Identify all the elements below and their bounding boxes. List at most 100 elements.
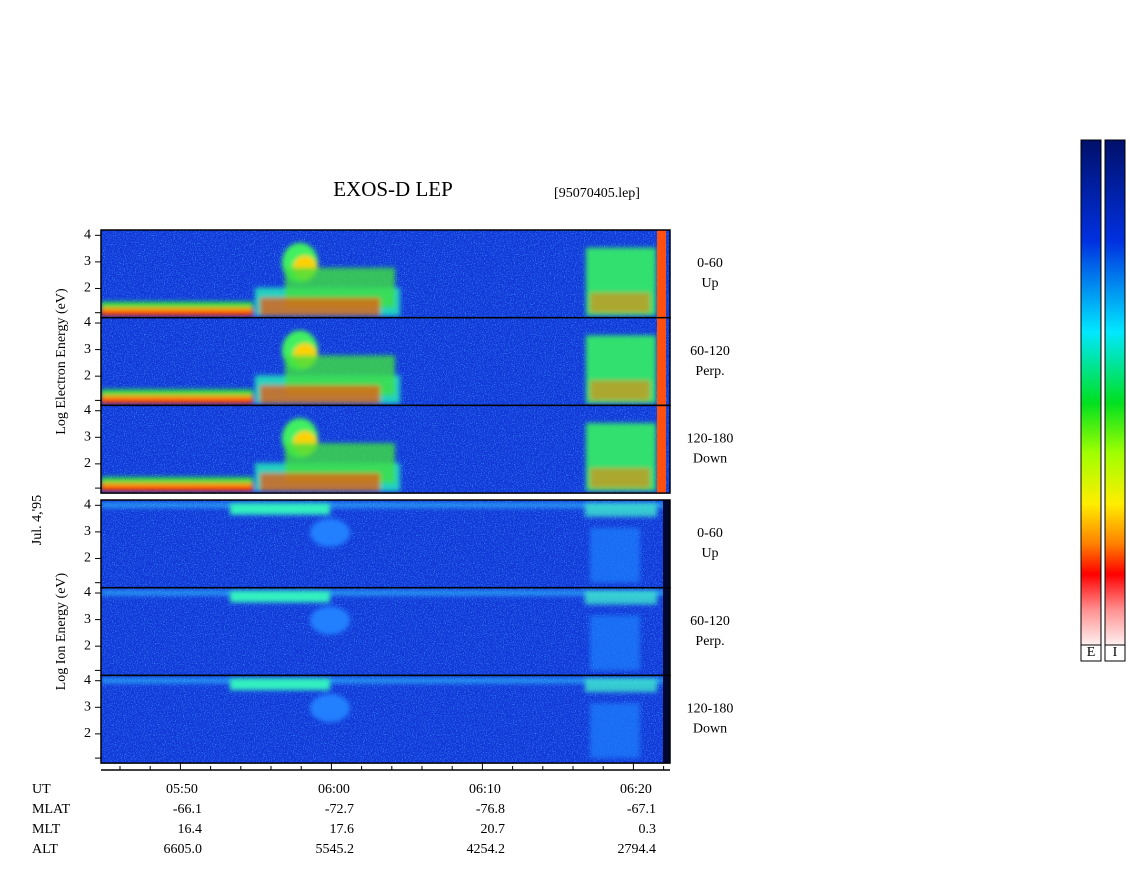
panel-direction: Up xyxy=(701,546,718,561)
row-label: MLT xyxy=(32,822,61,837)
colorbar-label: E xyxy=(1087,645,1096,660)
spectrogram-panel xyxy=(101,675,670,764)
panel-range: 0-60 xyxy=(697,256,723,271)
y-tick-label: 4 xyxy=(84,498,91,513)
spectrogram-panel xyxy=(101,317,670,406)
row-value: 5545.2 xyxy=(316,842,355,857)
row-value: 17.6 xyxy=(330,822,355,837)
colorbar-label-box xyxy=(1104,644,1126,662)
y-tick-label: 4 xyxy=(84,673,91,688)
features xyxy=(101,678,670,759)
feature xyxy=(101,477,253,488)
panel-direction: Up xyxy=(701,276,718,291)
y-tick-label: 2 xyxy=(84,368,91,383)
feature xyxy=(585,678,657,693)
colorbar xyxy=(1080,139,1102,646)
row-value: 4254.2 xyxy=(467,842,506,857)
row-value: 2794.4 xyxy=(618,842,657,857)
feature xyxy=(101,311,253,316)
spectrogram-panel xyxy=(101,230,670,318)
row-value: -76.8 xyxy=(476,802,505,817)
y-tick-label: 3 xyxy=(84,430,91,445)
edge-strip xyxy=(657,317,666,406)
y-tick-label: 4 xyxy=(84,315,91,330)
feature xyxy=(101,307,253,314)
panel-range: 120-180 xyxy=(687,701,734,716)
row-value: 05:50 xyxy=(166,782,198,797)
row-value: 6605.0 xyxy=(164,842,203,857)
panel-range: 0-60 xyxy=(697,526,723,541)
feature xyxy=(101,678,670,684)
feature xyxy=(260,385,380,404)
chart-title: EXOS-D LEP xyxy=(333,177,453,201)
y-tick-label: 3 xyxy=(84,700,91,715)
panel-frame xyxy=(100,674,671,764)
row-label: MLAT xyxy=(32,802,71,817)
spectrogram-panel xyxy=(101,405,670,494)
feature xyxy=(101,483,253,490)
feature xyxy=(101,301,253,312)
y-tick-label: 3 xyxy=(84,524,91,539)
feature xyxy=(590,468,650,489)
edge-strip xyxy=(663,675,670,764)
feature xyxy=(101,590,670,596)
row-value: -66.1 xyxy=(173,802,202,817)
feature xyxy=(101,502,670,508)
feature xyxy=(590,380,650,401)
panel-range: 60-120 xyxy=(690,344,730,359)
colorbar xyxy=(1104,139,1126,646)
panel-direction: Down xyxy=(693,451,727,466)
feature xyxy=(230,678,330,691)
features xyxy=(101,418,656,492)
feature xyxy=(230,502,330,515)
panel-noise xyxy=(101,587,670,676)
colorbar-label-box xyxy=(1080,644,1102,662)
feature xyxy=(590,703,640,759)
row-value: -67.1 xyxy=(627,802,656,817)
panel-direction: Perp. xyxy=(695,634,724,649)
features xyxy=(101,590,670,671)
panel-range: 60-120 xyxy=(690,614,730,629)
panel-direction: Down xyxy=(693,721,727,736)
y-tick-label: 2 xyxy=(84,551,91,566)
row-value: 0.3 xyxy=(639,822,657,837)
row-value: 06:00 xyxy=(318,782,350,797)
y-tick-label: 3 xyxy=(84,612,91,627)
row-value: -72.7 xyxy=(325,802,354,817)
features xyxy=(101,242,656,316)
y-tick-label: 4 xyxy=(84,585,91,600)
y-tick-label: 3 xyxy=(84,254,91,269)
y-tick-label: 4 xyxy=(84,403,91,418)
feature xyxy=(585,590,657,605)
panel-range: 120-180 xyxy=(687,431,734,446)
feature xyxy=(260,297,380,316)
y-tick-label: 2 xyxy=(84,281,91,296)
panel-direction: Perp. xyxy=(695,364,724,379)
edge-strip xyxy=(657,230,666,318)
row-value: 06:20 xyxy=(620,782,652,797)
panel-frame xyxy=(100,404,671,494)
panel-noise xyxy=(101,675,670,764)
y-tick-label: 2 xyxy=(84,726,91,741)
row-value: 20.7 xyxy=(481,822,506,837)
y-axis-label: Log Electron Energy (eV) xyxy=(54,288,69,435)
edge-strip xyxy=(663,587,670,676)
feature xyxy=(590,292,650,313)
spectrogram-panel xyxy=(101,500,670,588)
y-axis-label: Log Ion Energy (eV) xyxy=(54,572,69,690)
features xyxy=(101,330,656,404)
row-label: UT xyxy=(32,782,51,797)
edge-strip xyxy=(657,405,666,494)
colorbar-label: I xyxy=(1113,645,1118,660)
row-value: 16.4 xyxy=(178,822,203,837)
feature xyxy=(260,473,380,492)
features xyxy=(101,502,670,583)
feature xyxy=(310,518,350,547)
row-value: 06:10 xyxy=(469,782,501,797)
row-label: ALT xyxy=(32,842,58,857)
feature xyxy=(310,606,350,635)
feature xyxy=(585,502,657,517)
feature xyxy=(101,399,253,404)
feature xyxy=(590,615,640,671)
